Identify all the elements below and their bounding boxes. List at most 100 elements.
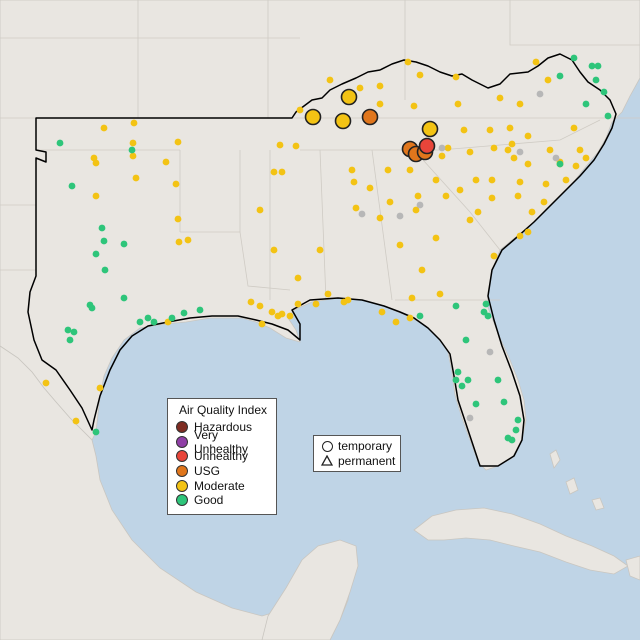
monitor-marker-moderate — [454, 100, 462, 108]
monitor-marker-moderate — [292, 142, 300, 150]
monitor-marker-good — [472, 400, 480, 408]
monitor-marker-moderate — [312, 300, 320, 308]
monitor-marker-moderate — [472, 176, 480, 184]
monitor-marker-moderate — [376, 214, 384, 222]
legend-label-hazardous: Hazardous — [194, 420, 253, 435]
monitor-marker-good — [144, 314, 152, 322]
monitor-marker-good — [500, 398, 508, 406]
monitor-marker-no-data — [438, 144, 446, 152]
monitor-marker-moderate — [386, 198, 394, 206]
monitor-marker-moderate — [348, 166, 356, 174]
monitor-marker-moderate — [466, 148, 474, 156]
monitor-marker-moderate — [582, 154, 590, 162]
monitor-marker-moderate — [576, 146, 584, 154]
legend-row-good: Good — [176, 493, 270, 508]
monitor-marker-moderate — [294, 274, 302, 282]
monitor-marker-moderate — [376, 82, 384, 90]
monitor-marker-good — [98, 224, 106, 232]
monitor-marker-good — [70, 328, 78, 336]
monitor-marker-good — [556, 160, 564, 168]
monitor-marker-moderate — [414, 192, 422, 200]
monitor-marker-moderate — [100, 124, 108, 132]
monitor-marker-moderate — [506, 124, 514, 132]
legend-label-temporary: temporary — [338, 439, 393, 454]
monitor-marker-moderate — [356, 84, 364, 92]
bahamas-land — [549, 449, 605, 511]
monitor-marker-moderate — [418, 266, 426, 274]
circle-icon — [320, 440, 334, 452]
monitor-marker-good — [68, 182, 76, 190]
monitor-marker-moderate — [72, 417, 80, 425]
legend-label-usg: USG — [194, 464, 221, 479]
monitor-marker-good — [458, 382, 466, 390]
monitor-marker-good — [452, 302, 460, 310]
monitor-marker-moderate — [270, 168, 278, 176]
monitor-marker-moderate — [175, 238, 183, 246]
monitor-marker-good — [88, 304, 96, 312]
monitor-marker-moderate — [410, 102, 418, 110]
monitor-marker-moderate — [546, 146, 554, 154]
hispaniola-land — [625, 555, 640, 581]
monitor-marker-good — [196, 306, 204, 314]
monitor-marker-good — [570, 54, 578, 62]
legend-label-good: Good — [194, 493, 224, 508]
monitor-marker-moderate — [247, 298, 255, 306]
monitor-marker-good — [462, 336, 470, 344]
monitor-marker-moderate — [352, 204, 360, 212]
legend-row-unhealthy: Unhealthy — [176, 449, 270, 464]
monitor-marker-moderate — [562, 176, 570, 184]
cuba-land — [413, 507, 629, 575]
monitor-marker-moderate — [270, 246, 278, 254]
monitor-marker-moderate — [296, 106, 304, 114]
monitor-marker-moderate — [544, 76, 552, 84]
triangle-icon — [320, 455, 334, 467]
monitor-marker-moderate — [524, 228, 532, 236]
monitor-marker-moderate — [366, 184, 374, 192]
monitor-marker-moderate — [542, 180, 550, 188]
monitor-marker-no-data — [536, 90, 544, 98]
monitor-marker-unhealthy-large — [418, 137, 436, 155]
monitor-marker-moderate — [326, 76, 334, 84]
legend-label-permanent: permanent — [338, 453, 396, 468]
monitor-marker-moderate — [510, 154, 518, 162]
monitor-marker-good — [482, 300, 490, 308]
monitor-marker-good — [56, 139, 64, 147]
legend-label-unhealthy: Unhealthy — [194, 449, 249, 464]
monitor-marker-moderate — [474, 208, 482, 216]
monitor-marker-moderate — [129, 139, 137, 147]
monitor-marker-good — [556, 72, 564, 80]
monitor-marker-moderate — [514, 192, 522, 200]
monitor-marker-good — [128, 146, 136, 154]
monitor-marker-moderate — [256, 206, 264, 214]
monitor-marker-good — [168, 314, 176, 322]
monitor-marker-moderate — [96, 384, 104, 392]
monitor-marker-moderate — [174, 215, 182, 223]
monitor-marker-moderate — [524, 132, 532, 140]
monitor-marker-good — [120, 294, 128, 302]
monitor-marker-moderate — [490, 252, 498, 260]
monitor-marker-moderate — [268, 308, 276, 316]
usg-swatch — [176, 465, 188, 478]
monitor-marker-moderate — [504, 146, 512, 154]
monitor-marker-good — [582, 100, 590, 108]
monitor-marker-good — [452, 376, 460, 384]
monitor-marker-moderate — [432, 176, 440, 184]
monitor-marker-moderate — [460, 126, 468, 134]
monitor-marker-moderate — [540, 198, 548, 206]
monitor-marker-moderate — [276, 141, 284, 149]
monitor-type-legend: temporary permanent — [313, 435, 401, 473]
monitor-marker-no-data — [516, 148, 524, 156]
monitor-marker-moderate — [256, 302, 264, 310]
monitor-marker-moderate — [316, 246, 324, 254]
region-outline — [27, 53, 617, 467]
monitor-marker-moderate-large — [421, 120, 439, 138]
monitor-marker-moderate — [432, 234, 440, 242]
monitor-marker-good — [592, 76, 600, 84]
monitor-marker-usg-large — [361, 108, 379, 126]
monitor-marker-good — [101, 266, 109, 274]
monitor-marker-moderate — [404, 58, 412, 66]
monitor-marker-moderate — [508, 140, 516, 148]
monitor-marker-moderate — [406, 314, 414, 322]
monitor-marker-moderate — [572, 162, 580, 170]
